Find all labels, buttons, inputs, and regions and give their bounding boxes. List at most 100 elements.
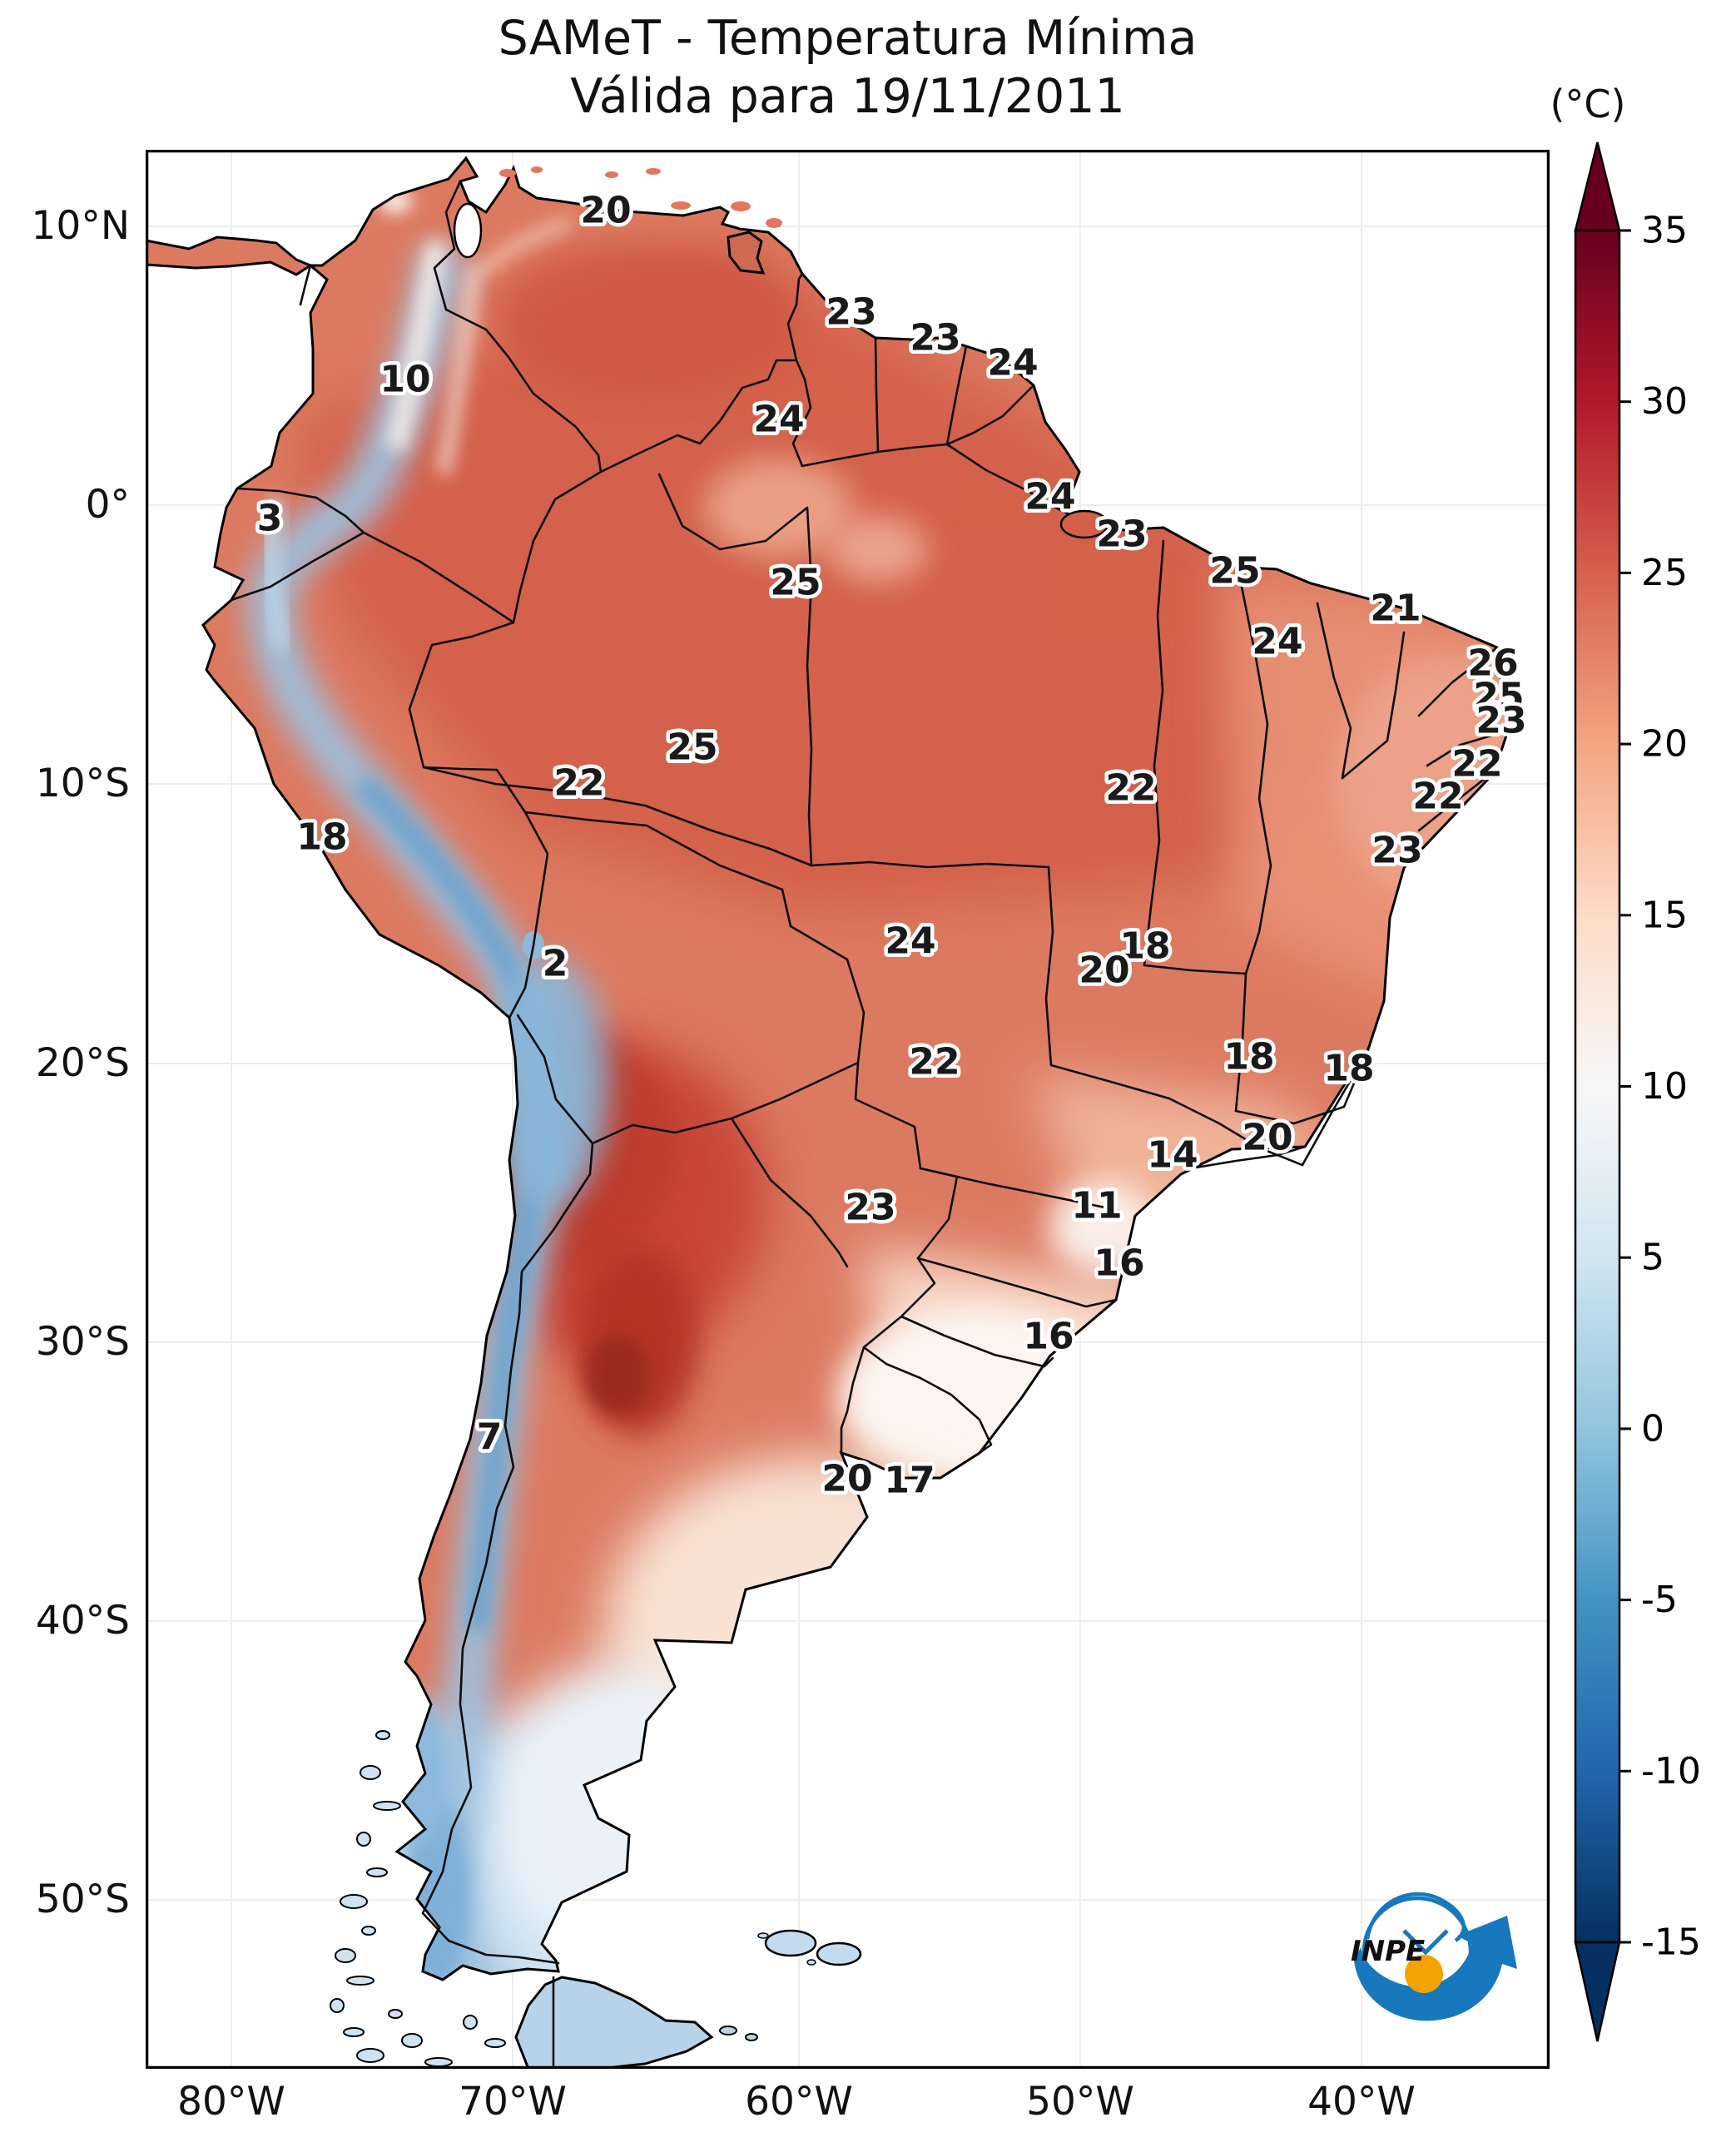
- colorbar-tick-label: 5: [1641, 1237, 1664, 1279]
- country-and-state-borders: [230, 180, 1510, 1965]
- admin-border: [786, 272, 804, 362]
- admin-border: [862, 1346, 993, 1455]
- temperature-value-label: 10: [379, 359, 430, 401]
- colorbar-arrow-over: [1574, 141, 1621, 232]
- page-title: SAMeT - Temperatura Mínima: [498, 11, 1198, 66]
- admin-border: [874, 336, 880, 454]
- lon-tick-label: 50°W: [1026, 2079, 1134, 2125]
- fjord-islet: [356, 1832, 371, 1847]
- falkland-islands: [757, 1929, 862, 1966]
- admin-border: [1044, 865, 1054, 1067]
- admin-border: [299, 264, 312, 306]
- trinidad-island: [727, 231, 766, 275]
- admin-border: [806, 506, 813, 867]
- lake-maracaibo: [453, 202, 483, 259]
- fjord-islet: [484, 2038, 506, 2048]
- colorbar-unit-label: (°C): [1550, 82, 1626, 126]
- lat-tick-label: 20°S: [35, 1040, 130, 1086]
- admin-border: [408, 621, 527, 814]
- admin-border: [840, 1346, 866, 1455]
- colorbar: 35 30 25 20 15 10 5 0 -5 -10 -15: [1574, 141, 1701, 2042]
- admin-border: [236, 487, 365, 534]
- temperature-value-label: 23: [1476, 700, 1526, 742]
- colorbar-tick-label: 25: [1641, 552, 1688, 594]
- lat-tick-label: 30°S: [35, 1319, 130, 1365]
- temperature-value-label: 25: [770, 562, 821, 604]
- admin-border: [1426, 729, 1510, 767]
- admin-border: [919, 1167, 1123, 1212]
- colorbar-tick-label: 15: [1641, 894, 1688, 936]
- lat-tick-label: 40°S: [35, 1598, 130, 1644]
- temperature-value-label: 16: [1023, 1316, 1074, 1358]
- temperature-value-label: 24: [885, 920, 935, 963]
- temperature-value-label: 26: [1467, 642, 1518, 685]
- colorbar-arrow-under: [1574, 1941, 1621, 2042]
- temperature-value-label: 25: [1209, 550, 1260, 593]
- admin-border: [362, 531, 515, 624]
- temperature-value-label: 21: [1370, 588, 1421, 630]
- fjord-islet: [388, 2009, 403, 2019]
- plot-frame-border: [146, 150, 1550, 2069]
- admin-border: [512, 470, 603, 624]
- lat-tick-label: 50°S: [35, 1877, 130, 1922]
- admin-border: [1184, 1145, 1307, 1171]
- admin-border: [1143, 539, 1165, 967]
- admin-border: [230, 531, 365, 602]
- fjord-islet: [356, 2048, 384, 2063]
- fjord-islet: [346, 1976, 374, 1986]
- temperature-value-label: 20: [1242, 1117, 1292, 1159]
- admin-border: [730, 1117, 849, 1268]
- admin-border: [810, 860, 1050, 869]
- admin-border: [508, 811, 549, 1019]
- temperature-value-label: 22: [1451, 743, 1502, 786]
- temperature-value-label: 18: [296, 816, 347, 859]
- fjord-islet: [463, 2015, 478, 2030]
- fjord-islet: [330, 1998, 345, 2013]
- admin-border: [523, 811, 866, 1064]
- temperature-value-label: 20: [1079, 950, 1129, 992]
- admin-border: [591, 1117, 733, 1145]
- islands: [499, 166, 1109, 539]
- temperature-value-label: 18: [1119, 925, 1170, 968]
- colorbar-tick-label: 30: [1641, 380, 1688, 423]
- admin-border: [916, 1257, 1118, 1308]
- temperature-value-label: 24: [753, 399, 804, 441]
- lat-tick-label: 0°: [85, 482, 130, 528]
- admin-border: [1049, 1064, 1221, 1125]
- temperature-value-label: 7: [477, 1416, 503, 1459]
- tierra-del-fuego: [514, 1976, 758, 2069]
- temperature-value-label: 23: [826, 291, 876, 334]
- temperature-value-label: 11: [1071, 1185, 1122, 1227]
- fjord-islet: [366, 1867, 388, 1877]
- admin-border: [1239, 581, 1272, 975]
- temperature-value-label: 23: [845, 1187, 895, 1229]
- temperature-value-label: 14: [1147, 1134, 1198, 1177]
- fjord-islet: [343, 2027, 365, 2037]
- temperature-value-label: 18: [1223, 1036, 1274, 1078]
- admin-border: [1234, 972, 1247, 1113]
- temperature-value-label: 22: [553, 762, 604, 805]
- admin-border: [945, 443, 1053, 507]
- temperature-value-label: 16: [1094, 1242, 1144, 1285]
- temperature-value-label: 25: [1473, 676, 1524, 718]
- admin-border: [1234, 1050, 1369, 1125]
- fjord-islet: [340, 1894, 368, 1909]
- colorbar-tick-label: 10: [1641, 1065, 1688, 1108]
- admin-border: [791, 359, 880, 468]
- admin-border: [422, 766, 813, 867]
- admin-border: [433, 180, 603, 474]
- temperature-value-label: 2: [543, 943, 568, 985]
- lon-tick-label: 70°W: [459, 2079, 567, 2125]
- temperature-value-label: 20: [580, 190, 631, 232]
- lat-tick-label: 10°N: [31, 203, 130, 249]
- fjord-islet: [335, 1948, 356, 1963]
- admin-border: [1218, 1122, 1304, 1167]
- page-subtitle: Válida para 19/11/2011: [570, 69, 1125, 124]
- admin-border: [657, 473, 809, 551]
- admin-border: [862, 1217, 950, 1349]
- admin-border: [854, 1061, 959, 1221]
- admin-border: [421, 1142, 594, 1965]
- temperature-value-label: 24: [1252, 621, 1302, 663]
- map-frame: 20 23 23 24 10 24 3 24 23 25 25 21 24 26 25 23 25 22 22 22 2…: [146, 150, 1550, 2069]
